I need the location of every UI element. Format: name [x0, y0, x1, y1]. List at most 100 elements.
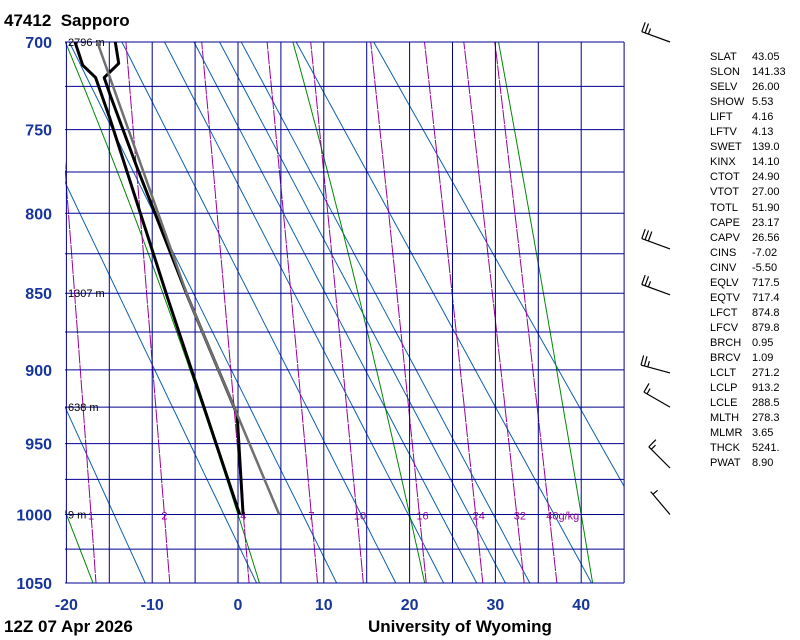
index-value: 26.56 — [752, 231, 780, 244]
index-name: LFCT — [710, 306, 738, 319]
index-value: 5.53 — [752, 96, 774, 109]
index-row-lclt: LCLT 271.2 — [710, 367, 800, 382]
index-row-lfcv: LFCV 879.8 — [710, 322, 800, 337]
dry-adiabat-line — [163, 42, 445, 583]
mixing-ratio-line — [370, 42, 427, 583]
index-row-show: SHOW 5.53 — [710, 96, 800, 111]
index-name: LCLE — [710, 397, 738, 410]
index-value: -7.02 — [752, 246, 778, 259]
index-name: SELV — [710, 81, 738, 94]
dry-adiabat-line — [373, 42, 624, 488]
index-name: LIFT — [710, 111, 733, 124]
wind-barb — [648, 439, 671, 469]
index-row-lclp: LCLP 913.2 — [710, 382, 800, 397]
index-row-swet: SWET 139.0 — [710, 141, 800, 156]
pressure-tick-label: 1000 — [16, 508, 52, 525]
index-name: SLON — [710, 66, 740, 79]
source-credit: University of Wyoming — [368, 617, 552, 636]
temperature-tick-label: -20 — [55, 597, 78, 614]
index-row-cinv: CINV -5.50 — [710, 262, 800, 277]
index-name: EQTV — [710, 291, 740, 304]
index-value: 5241. — [752, 442, 780, 455]
temperature-tick-label: 10 — [315, 597, 333, 614]
index-value: 26.00 — [752, 81, 780, 94]
temperature-tick-label: 20 — [401, 597, 419, 614]
dry-adiabat-line — [65, 181, 258, 583]
index-row-lfct: LFCT 874.8 — [710, 307, 800, 322]
pressure-tick-label: 800 — [25, 206, 52, 223]
index-name: THCK — [710, 442, 740, 455]
index-name: PWAT — [710, 457, 741, 470]
index-name: SLAT — [710, 51, 737, 63]
dry-adiabat-line — [218, 42, 506, 583]
index-name: SHOW — [710, 96, 745, 109]
index-name: VTOT — [710, 186, 740, 199]
mixing-ratio-label: 4 — [240, 511, 246, 523]
index-value: 51.90 — [752, 201, 780, 214]
index-name: LFCV — [710, 321, 739, 334]
index-value: 141.33 — [752, 66, 786, 79]
dry-adiabat-line — [193, 42, 478, 583]
index-name: MLMR — [710, 427, 743, 440]
index-value: 139.0 — [752, 141, 780, 154]
index-value: 43.05 — [752, 51, 780, 63]
mixing-ratio-label: 24 — [473, 511, 485, 523]
index-row-selv: SELV 26.00 — [710, 81, 800, 96]
index-name: MLTH — [710, 412, 740, 425]
index-value: -5.50 — [752, 261, 778, 274]
pressure-tick-label: 750 — [25, 123, 52, 140]
parcel-profile-line — [96, 42, 281, 515]
index-value: 717.4 — [752, 291, 780, 304]
index-row-mlmr: MLMR 3.65 — [710, 427, 800, 442]
index-row-slat: SLAT 43.05 — [710, 51, 800, 66]
wind-barb — [643, 383, 671, 408]
index-row-lift: LIFT 4.16 — [710, 111, 800, 126]
index-row-totl: TOTL 51.90 — [710, 202, 800, 217]
moist-adiabat-line — [292, 42, 426, 583]
index-row-slon: SLON 141.33 — [710, 66, 800, 81]
dry-adiabat-line — [240, 42, 531, 583]
index-name: CAPV — [710, 231, 740, 244]
index-name: LFTV — [710, 126, 737, 139]
index-value: 4.13 — [752, 126, 774, 139]
index-row-brcv: BRCV 1.09 — [710, 352, 800, 367]
temperature-tick-label: 40 — [572, 597, 590, 614]
index-name: LCLT — [710, 367, 737, 380]
wind-barbs — [640, 22, 671, 515]
index-value: 23.17 — [752, 216, 780, 229]
index-row-vtot: VTOT 27.00 — [710, 186, 800, 201]
pressure-tick-label: 950 — [25, 437, 52, 454]
index-row-eqlv: EQLV 717.5 — [710, 277, 800, 292]
index-name: CINV — [710, 261, 737, 274]
index-value: 8.90 — [752, 457, 774, 470]
index-value: 288.5 — [752, 397, 780, 410]
index-value: 913.2 — [752, 382, 780, 395]
index-name: SWET — [710, 141, 742, 154]
dry-adiabat-line — [65, 405, 146, 583]
index-row-kinx: KINX 14.10 — [710, 156, 800, 171]
height-label: 9 m — [68, 510, 86, 522]
mixing-ratio-label: 16 — [416, 511, 428, 523]
index-row-cape: CAPE 23.17 — [710, 217, 800, 232]
height-label: 1307 m — [68, 288, 105, 300]
dry-adiabat-line — [68, 42, 338, 583]
mixing-ratio-label: 1 — [88, 511, 94, 523]
mixing-ratio-line — [125, 42, 171, 583]
index-row-capv: CAPV 26.56 — [710, 232, 800, 247]
pressure-tick-label: 1050 — [16, 576, 52, 593]
pressure-tick-label: 850 — [25, 286, 52, 303]
index-value: 0.95 — [752, 336, 774, 349]
index-value: 4.16 — [752, 111, 774, 124]
index-value: 24.90 — [752, 171, 780, 184]
index-value: 717.5 — [752, 276, 780, 289]
index-row-mlth: MLTH 278.3 — [710, 412, 800, 427]
station-title: 47412 Sapporo — [4, 11, 130, 30]
index-name: CAPE — [710, 216, 740, 229]
mixing-ratio-line — [65, 160, 97, 583]
dewpoint-profile-line — [73, 42, 242, 515]
mixing-ratio-label: 2 — [161, 511, 167, 523]
grid — [65, 41, 625, 584]
index-value: 879.8 — [752, 321, 780, 334]
temperature-tick-label: 0 — [234, 597, 243, 614]
